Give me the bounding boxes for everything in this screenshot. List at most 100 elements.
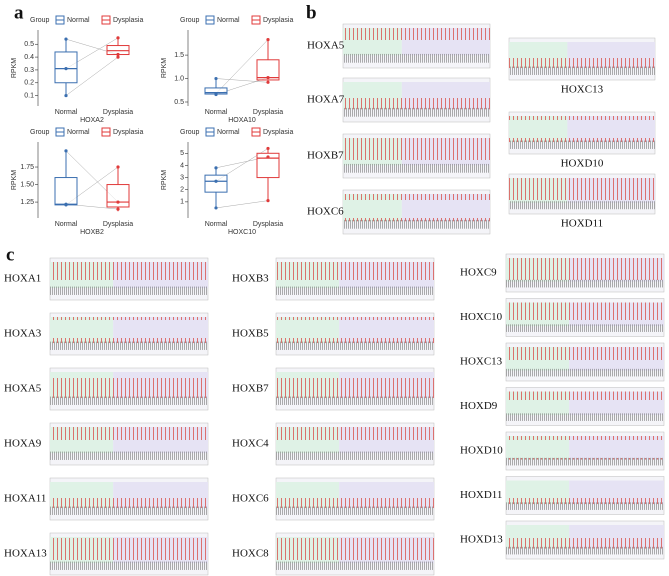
pair-line [65,56,119,96]
thumb-bars [276,537,434,564]
y-tick-label: 1.75 [20,164,34,171]
track-thumbnail [505,387,665,426]
y-axis-label: RPKM [11,170,18,190]
y-tick-label: 1.5 [174,52,184,59]
thumb-ticks [506,413,664,421]
x-axis-title: HOXA10 [228,117,256,124]
gene-label: HOXD10 [561,158,604,170]
thumb-ticks [506,457,664,466]
thumb-bars [50,537,208,564]
x-tick-label: Normal [205,109,228,116]
thumb-bars [50,262,208,289]
panel-label: b [306,2,317,23]
gene-label: HOXA3 [4,328,42,340]
point [266,76,270,80]
x-axis-title: HOXB2 [80,229,104,236]
point [214,166,218,170]
thumb-bars [276,482,434,509]
track-thumbnail [275,312,435,356]
x-tick-label: Normal [55,109,78,116]
y-axis-label: RPKM [161,170,168,190]
thumb-ticks [506,502,664,510]
legend-label: Dysplasia [263,129,293,136]
track-thumbnail [275,257,435,301]
point [116,36,120,40]
thumb-ticks [50,506,208,515]
point [116,200,120,204]
gene-label: HOXC6 [307,206,344,218]
legend-title: Group [30,129,50,136]
gene-label: HOXC4 [232,438,269,450]
thumb-bars [506,302,664,327]
track-thumbnail [505,520,665,560]
gene-label: HOXB7 [307,150,344,162]
thumb-bars [343,28,490,56]
track-thumbnail [505,342,665,382]
gene-label: HOXC6 [232,493,269,505]
point [64,37,68,41]
track-thumbnail [505,253,665,293]
gene-label: HOXC8 [232,548,269,560]
y-tick-label: 2 [180,187,184,194]
thumb-ticks [276,341,434,350]
thumb-bars [343,138,490,166]
thumb-ticks [276,451,434,460]
x-tick-label: Dysplasia [253,109,283,116]
thumb-ticks [50,396,208,405]
y-axis-label: RPKM [161,58,168,78]
gene-label: HOXB7 [232,383,269,395]
point [266,38,270,42]
point [214,92,218,97]
thumb-bars [506,347,664,371]
gene-label: HOXA5 [4,383,42,395]
box [204,174,228,193]
x-tick-label: Dysplasia [253,221,283,228]
track-thumbnail [275,532,435,576]
thumb-bars [50,372,208,399]
x-tick-label: Normal [55,221,78,228]
track-thumbnail [508,173,656,215]
thumb-bars [343,194,490,222]
gene-label: HOXD13 [460,534,503,546]
point [64,93,68,98]
track-thumbnail [508,37,656,81]
gene-label: HOXD10 [460,445,503,457]
y-tick-label: 3 [180,174,184,181]
point [266,146,270,151]
thumb-ticks [506,279,664,288]
track-thumbnail [342,77,491,123]
x-tick-label: Normal [205,221,228,228]
point [116,52,120,57]
point [116,207,120,211]
thumb-ticks [50,286,208,295]
track-thumbnail [342,23,491,69]
thumb-bars [506,391,664,416]
track-thumbnail [49,477,209,521]
thumb-ticks [50,451,208,460]
thumb-ticks [343,53,490,63]
x-axis-title: HOXA2 [80,117,104,124]
track-thumbnail [49,532,209,576]
point [116,55,120,59]
box [54,177,78,206]
gene-label: HOXA13 [4,548,47,560]
y-tick-label: 4 [180,162,184,169]
legend-title: Group [180,17,200,24]
thumb-bars [506,525,664,549]
y-tick-label: 0.5 [174,99,184,106]
thumb-bars [506,480,664,505]
track-thumbnail [49,312,209,356]
point [64,149,68,153]
gene-label: HOXC13 [460,356,503,368]
y-tick-label: 0.5 [24,41,34,48]
gene-label: HOXA7 [307,94,345,106]
pair-line [215,78,269,83]
track-thumbnail [505,298,665,337]
thumb-ticks [343,107,490,117]
gene-label: HOXB3 [232,273,269,285]
thumb-ticks [50,561,208,570]
point [266,199,270,203]
x-axis-title: HOXC10 [228,229,256,236]
thumb-ticks [343,219,490,229]
x-tick-label: Dysplasia [103,109,133,116]
